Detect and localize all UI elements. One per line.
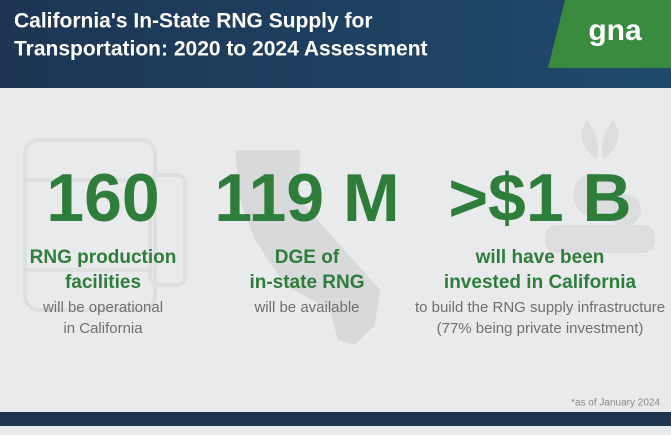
stat-detail: will be operational (42, 299, 163, 316)
tank-icon (23, 138, 187, 312)
footnote: *as of January 2024 (571, 398, 660, 409)
california-shape (235, 150, 380, 345)
logo: gna (588, 14, 642, 47)
logo-panel (548, 0, 671, 68)
stat-highlight: invested in California (444, 272, 637, 293)
title-line: California's In-State RNG Supply for (14, 10, 373, 33)
stat-detail: in California (63, 320, 143, 337)
stat-highlight: will have been (475, 247, 605, 268)
stat-figure: >$1 B (448, 160, 631, 236)
title-line: Transportation: 2020 to 2024 Assessment (14, 38, 428, 61)
footer-band (0, 412, 671, 426)
stat-figure: 160 (46, 160, 159, 236)
stat-detail: to build the RNG supply infrastructure (415, 299, 665, 316)
stat-highlight: in-state RNG (249, 272, 364, 293)
stat-detail: will be available (253, 299, 359, 316)
stat-highlight: DGE of (275, 247, 340, 268)
stat-highlight: facilities (65, 272, 141, 293)
stat-figure: 119 M (214, 160, 399, 236)
stat-highlight: RNG production (30, 247, 177, 268)
stat-detail: (77% being private investment) (437, 320, 644, 337)
hand-coins-icon (545, 120, 655, 253)
